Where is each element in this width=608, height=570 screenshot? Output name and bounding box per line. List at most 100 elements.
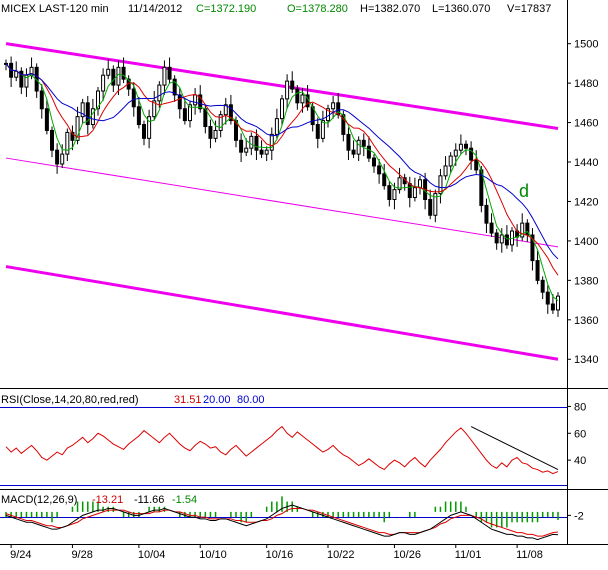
price-bar-body [392,189,397,200]
price-bar-body [177,94,182,110]
price-bar-body [300,94,305,104]
price-bar-body [188,104,192,122]
price-bar-body [213,129,218,139]
price-bar-body [50,129,54,151]
price-tick-label: 1440 [574,157,598,169]
price-bar-body [280,98,284,120]
price-bar-body [208,126,213,139]
price-bar-body [239,139,244,153]
rsi-label: RSI(Close,14,20,80,red,red) [1,394,139,406]
price-tick-label: 1500 [574,39,598,51]
x-tick-label: 10/10 [199,549,227,561]
price-bar-body [484,204,489,224]
price-bar-body [290,80,295,90]
rsi-value: 31.51 [174,394,202,406]
price-bar-body [520,222,525,238]
price-axis: 1340 1360 1380 1400 1420 1440 1460 1480 1500 [567,39,598,366]
moving-averages [5,63,559,301]
x-tick-label: 9/24 [10,549,31,561]
price-bar-body [320,120,325,139]
price-bar-body [44,108,49,131]
x-axis: 9/24 9/28 10/04 10/10 10/16 10/22 10/26 11/01 11… [10,544,543,561]
price-bar-body [397,177,402,191]
annotation-d: d [519,181,529,201]
ma-slow-line [5,63,559,260]
price-bar-body [295,88,300,104]
price-bar-body [438,175,443,195]
price-bar-body [90,108,95,126]
macd-plot [5,496,559,541]
price-bar-body [372,157,376,167]
price-bar-body [469,147,474,161]
macd-signal-value: -11.66 [134,494,164,506]
x-tick-label: 11/01 [455,549,482,561]
price-bar-body [474,159,479,171]
price-bar-body [60,153,65,165]
price-bar-body [39,90,44,110]
price-bar-body [254,135,259,151]
rsi-axis: 40 60 80 [567,401,586,467]
x-tick-label: 10/04 [138,549,166,561]
price-bar-body [264,149,269,155]
rsi-tick-label: 40 [574,455,586,467]
price-bar-body [19,70,24,88]
price-bar-body [244,147,249,153]
price-tick-label: 1360 [574,315,598,327]
rsi-lower-value: 20.00 [203,394,231,406]
price-bar-body [223,104,228,116]
price-bar-body [285,80,290,100]
channel-line-lower [5,265,559,361]
price-bar-body [443,165,448,177]
x-tick-label: 11/08 [516,549,543,561]
rsi-tick-label: 60 [574,428,586,440]
price-tick-label: 1480 [574,78,598,90]
x-tick-label: 10/26 [393,549,421,561]
macd-label: MACD(12,26,9) [1,494,77,506]
x-tick-label: 9/28 [71,549,92,561]
price-bar-body [494,232,499,244]
price-bar-body [418,179,422,189]
header-close: C=1372.190 [196,3,256,15]
price-bar-body [351,149,356,155]
price-bar-body [14,70,19,78]
price-bar-body [530,234,535,262]
price-tick-label: 1340 [574,354,598,366]
macd-tick-label: -2 [574,510,584,522]
price-bar-body [96,90,100,110]
price-bar-body [535,260,540,281]
price-bar-body [412,187,417,199]
ma-fast-line [5,63,559,301]
price-bar-body [448,155,453,167]
price-bar-body [545,291,550,305]
price-bar-body [228,104,233,122]
price-bar-body [121,66,126,80]
price-bar-body [336,102,341,116]
x-tick-label: 10/22 [327,549,355,561]
x-tick-label: 10/16 [266,549,294,561]
price-tick-label: 1420 [574,196,598,208]
price-bar-body [172,78,177,96]
price-bar-body [218,114,223,131]
price-bar-body [85,102,90,126]
ma-mid-line [5,63,559,276]
price-bar-body [361,139,366,147]
price-bar-body [131,88,136,108]
price-bar-body [433,193,438,216]
rsi-tick-label: 80 [574,401,586,413]
price-bar-body [453,149,458,157]
price-bar-body [157,84,162,102]
price-bar-body [366,145,371,159]
price-bar-body [55,149,60,165]
price-bars [4,56,560,317]
macd-axis: -2 [567,510,584,522]
price-bar-body [269,133,274,151]
price-bar-body [259,149,264,155]
price-bar-body [464,143,468,149]
channel-line-middle [5,157,559,248]
price-bar-body [152,100,157,118]
price-bar-body [499,234,504,244]
price-bar-body [356,139,361,155]
price-bar-body [458,143,463,151]
